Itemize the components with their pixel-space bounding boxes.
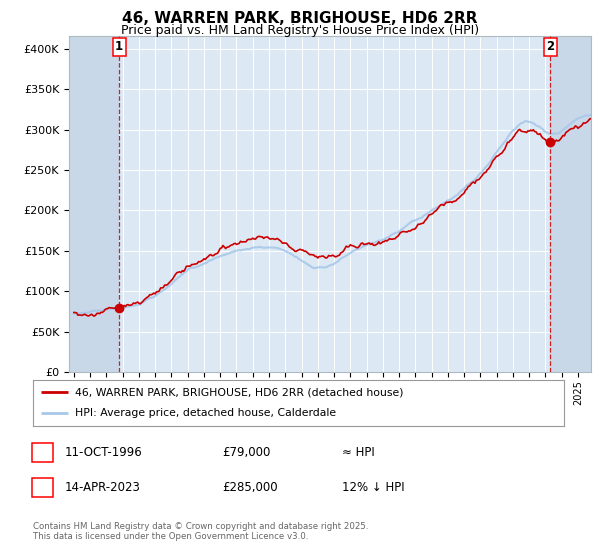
Text: 46, WARREN PARK, BRIGHOUSE, HD6 2RR: 46, WARREN PARK, BRIGHOUSE, HD6 2RR [122, 11, 478, 26]
Text: 12% ↓ HPI: 12% ↓ HPI [342, 480, 404, 494]
Bar [69, 36, 119, 372]
FancyBboxPatch shape [113, 38, 125, 56]
Text: HPI: Average price, detached house, Calderdale: HPI: Average price, detached house, Cald… [76, 408, 337, 418]
Text: Price paid vs. HM Land Registry's House Price Index (HPI): Price paid vs. HM Land Registry's House … [121, 24, 479, 36]
Text: 46, WARREN PARK, BRIGHOUSE, HD6 2RR (detached house): 46, WARREN PARK, BRIGHOUSE, HD6 2RR (det… [76, 387, 404, 397]
Text: £285,000: £285,000 [222, 480, 278, 494]
Text: 2: 2 [39, 480, 47, 494]
Text: 1: 1 [39, 446, 47, 459]
FancyBboxPatch shape [544, 38, 557, 56]
Bar [550, 36, 591, 372]
Text: 2: 2 [546, 40, 554, 53]
Text: 14-APR-2023: 14-APR-2023 [65, 480, 140, 494]
Text: 1: 1 [115, 40, 123, 53]
Text: 11-OCT-1996: 11-OCT-1996 [65, 446, 143, 459]
Text: ≈ HPI: ≈ HPI [342, 446, 375, 459]
Text: £79,000: £79,000 [222, 446, 271, 459]
Text: Contains HM Land Registry data © Crown copyright and database right 2025.
This d: Contains HM Land Registry data © Crown c… [33, 522, 368, 542]
